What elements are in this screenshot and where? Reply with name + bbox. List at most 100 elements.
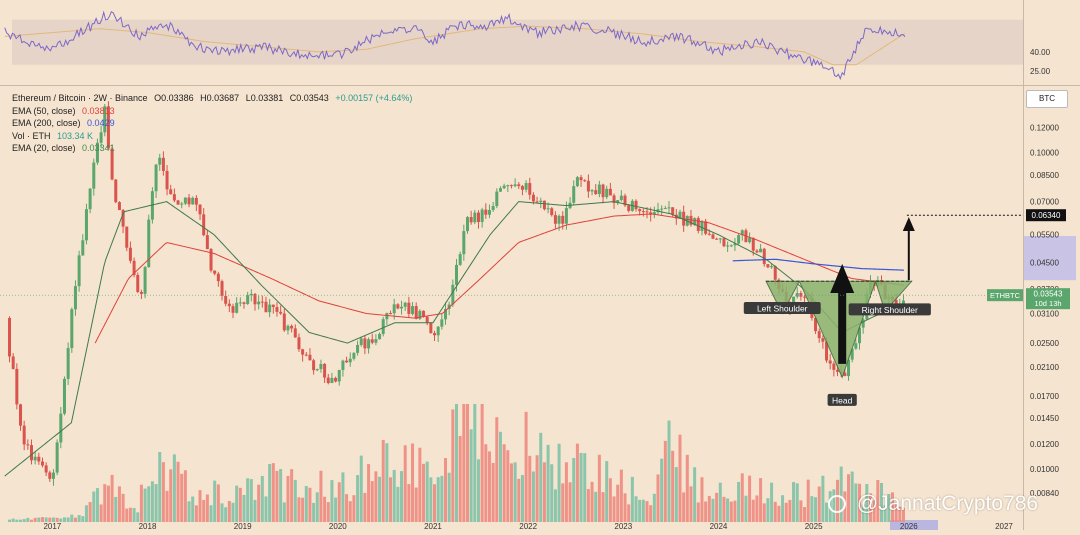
candle-body [469,217,473,223]
time-tick-label: 2018 [139,522,157,530]
candle-body [198,204,202,215]
candle-body [103,106,107,133]
candle-body [367,339,371,349]
volume-bar [876,479,880,522]
current-price-label: 0.03543 [1034,290,1063,299]
candle-body [814,317,818,332]
volume-bar [154,484,158,522]
candle-body [454,264,458,285]
volume-bar [341,472,345,522]
volume-bar [238,487,242,522]
volume-bar [422,463,426,522]
candle-body [378,333,382,340]
volume-bar [524,411,528,522]
candle-body [293,328,297,338]
volume-bar [825,502,829,522]
volume-bar [114,496,118,522]
candle-body [605,188,609,198]
volume-bar [777,505,781,522]
candle-body [594,190,598,195]
volume-bar [506,450,510,522]
volume-bar [656,474,660,522]
volume-bar [418,447,422,522]
indicator-ema200[interactable]: EMA (200, close) 0.0429 [12,117,412,130]
indicator-ema20[interactable]: EMA (20, close) 0.03341 [12,142,412,155]
indicator-volume[interactable]: Vol · ETH 103.34 K [12,130,412,143]
volume-bar [480,404,484,522]
candle-body [550,208,554,216]
volume-bar [88,502,92,522]
volume-bar [766,498,770,522]
price-tick-label: 0.07000 [1030,198,1059,207]
candle-body [37,456,41,462]
candle-body [513,184,517,187]
candle-body [95,142,99,163]
volume-bar [715,492,719,522]
volume-bar [649,505,653,522]
volume-bar [323,496,327,522]
volume-bar [286,475,290,522]
candle-body [509,185,513,187]
candle-body [264,301,268,313]
volume-bar [451,409,455,522]
candle-body [158,157,162,165]
watermark-logo-icon [828,495,846,513]
symbol-badge-label: ETHBTC [990,291,1021,300]
candle-body [583,180,587,182]
volume-bar [550,464,554,522]
symbol-line[interactable]: Ethereum / Bitcoin · 2W · Binance [12,93,148,103]
volume-bar [312,502,316,522]
candle-body [444,308,448,320]
volume-bar [224,507,228,522]
indicator-ema50[interactable]: EMA (50, close) 0.03813 [12,105,412,118]
volume-bar [264,496,268,522]
indicator-value: 103.34 K [57,130,94,141]
time-tick-label: 2027 [995,522,1013,530]
volume-bar [575,443,579,522]
volume-bar [890,492,894,522]
time-axis-highlight [890,520,938,530]
candle-body [711,234,715,239]
axis-highlight [1024,235,1076,281]
volume-bar [495,417,499,522]
candle-body [418,310,422,319]
candle-body [19,404,23,426]
candle-body [590,190,594,192]
price-tick-label: 0.03100 [1030,310,1059,319]
volume-bar [630,476,634,522]
candle-body [286,325,290,331]
candle-body [249,293,253,296]
candle-body [352,352,356,359]
candle-body [70,309,74,349]
candle-body [301,349,305,355]
volume-bar [517,478,521,522]
volume-bar [583,453,587,522]
volume-bar [803,507,807,522]
currency-badge[interactable]: BTC [1026,90,1068,108]
candle-body [502,185,506,189]
candle-body [161,157,165,171]
volume-bar [509,463,513,522]
candle-body [11,356,15,369]
volume-bar [487,451,491,522]
volume-bar [788,499,792,522]
candle-body [861,319,865,328]
candle-body [59,413,63,443]
candle-body [671,207,675,215]
candle-body [136,274,140,292]
volume-bar [616,484,620,522]
candle-body [572,186,576,203]
candle-body [202,214,206,236]
volume-bar [590,481,594,522]
volume-bar [132,508,136,522]
volume-bar [150,481,154,522]
candle-body [773,266,777,280]
candle-body [411,306,415,314]
volume-bar [19,519,23,522]
volume-bar [33,517,37,522]
price-tick-label: 0.05500 [1030,231,1059,240]
candle-body [246,295,250,304]
volume-bar [381,439,385,522]
volume-bar [169,469,173,522]
